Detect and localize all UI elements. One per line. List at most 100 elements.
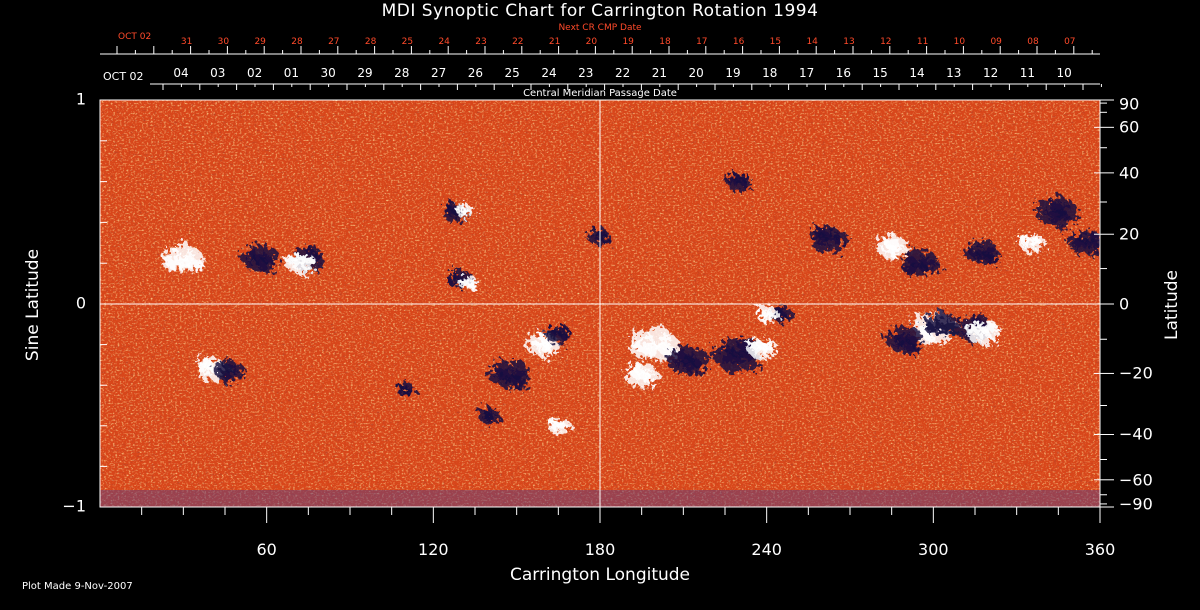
feature-positive-3 [301,255,315,272]
feature-positive-35 [558,421,568,435]
next-cr-axis-label: Next CR CMP Date [558,23,642,33]
y-left-tick-label: 0 [75,293,86,313]
cmp-day-label: 19 [725,66,741,80]
y-axis-label-right: Latitude [1162,270,1182,340]
next-cr-day-label: 13 [843,37,855,47]
chart-title: MDI Synoptic Chart for Carrington Rotati… [381,1,819,21]
y-left-tick-label: 1 [75,89,86,109]
feature-negative-13 [980,239,996,257]
feature-positive-22 [746,339,767,350]
cmp-day-label: 03 [210,66,226,80]
cmp-day-label: 12 [982,66,999,80]
cmp-day-label: 18 [762,66,778,80]
next-cr-day-label: 09 [990,37,1002,47]
feature-negative-10 [826,233,844,253]
feature-positive-3 [284,254,305,265]
next-cr-day-label: 10 [953,37,966,47]
feature-positive-7 [463,275,471,288]
feature-negative-30 [218,367,232,384]
x-tick-label: 180 [584,540,616,559]
next-cr-day-label: 14 [806,37,818,47]
cmp-day-label: 24 [541,66,557,80]
cmp-day-label: 26 [467,66,484,80]
feature-negative-6 [449,272,460,288]
x-tick-label: 360 [1084,540,1116,559]
y-axis-label-left: Sine Latitude [23,248,43,362]
next-cr-day-label: 17 [696,37,708,47]
cmp-day-label: 10 [1056,66,1072,80]
feature-negative-9 [740,173,751,188]
cmp-day-label: 30 [320,66,336,80]
feature-positive-16 [1022,239,1034,254]
cmp-day-label: 25 [504,66,520,80]
feature-negative-34 [559,325,571,341]
feature-negative-8 [597,226,607,240]
x-tick-label: 120 [418,540,449,559]
feature-positive-22 [762,341,776,358]
feature-negative-1 [245,258,270,272]
next-cr-day-label: 21 [548,37,561,47]
y-right-tick-label: 0 [1119,294,1130,314]
cmp-day-label: 29 [357,66,373,80]
feature-positive-19 [632,330,654,354]
next-cr-day-label: 24 [438,37,450,47]
next-cr-day-label: 16 [732,37,745,47]
feature-negative-1 [249,243,266,263]
plot-made-note: Plot Made 9-Nov-2007 [22,581,133,592]
next-cr-day-label: 12 [880,37,892,47]
next-cr-day-label: 30 [217,37,230,47]
y-right-tick-label: −90 [1119,494,1153,514]
next-cr-day-label: 25 [401,37,414,47]
next-cr-day-label: 29 [254,37,266,47]
cmp-day-label: 28 [394,66,410,80]
y-right-tick-label: −60 [1119,470,1153,490]
y-right-tick-label: −20 [1119,363,1153,383]
y-right-tick-label: 60 [1119,117,1140,137]
cmp-day-label: 02 [246,66,263,80]
feature-positive-16 [1031,237,1042,252]
cmp-day-label: 04 [173,66,189,80]
cmp-day-label: 17 [798,66,815,80]
next-cr-day-label: 28 [291,37,303,47]
feature-negative-15 [1086,231,1100,249]
next-cr-day-label: 28 [364,37,377,47]
next-cr-day-label: 15 [769,37,782,47]
next-cr-day-label: 31 [180,37,193,47]
cmp-day-label: 23 [578,66,594,80]
y-right-tick-label: 90 [1119,94,1140,114]
feature-positive-18 [757,309,767,323]
feature-positive-23 [637,371,653,389]
y-right-tick-label: 40 [1119,163,1140,183]
next-cr-day-label: 22 [512,37,524,47]
feature-negative-34 [542,328,562,338]
next-cr-day-label: 20 [585,37,598,47]
cmp-day-label: 01 [283,66,300,80]
y-right-tick-label: −40 [1119,424,1153,444]
feature-positive-11 [882,243,898,261]
cmp-day-label: 11 [1019,66,1036,80]
cmp-day-label: 20 [688,66,704,80]
x-tick-label: 60 [256,540,277,559]
cmp-day-label: 22 [614,66,631,80]
feature-negative-31 [397,384,405,396]
cmp-axis-label: Central Meridian Passage Date [523,88,677,99]
y-right-tick-label: 20 [1119,224,1140,244]
next-cr-day-label: 18 [659,37,671,47]
cmp-day-label: 14 [909,66,925,80]
next-cr-day-label: 08 [1027,37,1039,47]
feature-negative-21 [710,346,741,364]
cmp-day-label: 15 [872,66,888,80]
feature-positive-5 [458,206,466,219]
cmp-day-label: 21 [651,66,668,80]
next-cr-day-label: 23 [475,37,487,47]
feature-negative-31 [401,387,418,394]
cmp-day-label: 16 [835,66,852,80]
feature-negative-15 [1066,235,1089,248]
feature-negative-25 [925,315,940,333]
feature-positive-0 [177,257,204,272]
feature-negative-10 [813,234,830,253]
feature-negative-20 [677,344,696,365]
next-cr-start-label: OCT 02 [118,32,152,42]
next-cr-day-label: 19 [622,37,634,47]
